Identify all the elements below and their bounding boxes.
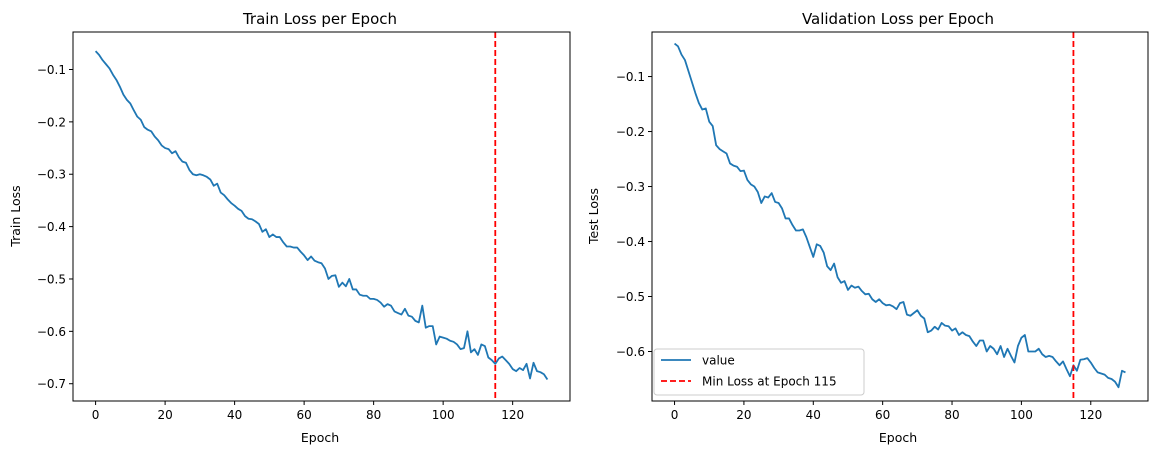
- train-loss-chart: 0 20 40 60 80 100 120 −0.7 −0.6 −0.5 −0.4 −0.3 −0.2 −…: [8, 10, 571, 445]
- y-tick-label: −0.5: [37, 272, 66, 286]
- chart-title: Train Loss per Epoch: [242, 10, 397, 28]
- y-tick-label: −0.7: [37, 377, 66, 391]
- chart-title: Validation Loss per Epoch: [802, 10, 994, 28]
- y-tick-label: −0.2: [37, 115, 66, 129]
- x-tick-label: 120: [1079, 408, 1102, 422]
- x-tick-label: 40: [806, 408, 821, 422]
- y-axis-label: Train Loss: [8, 185, 23, 247]
- x-tick-label: 80: [366, 408, 381, 422]
- plot-frame: [72, 31, 571, 402]
- x-axis-label: Epoch: [879, 430, 917, 445]
- y-axis-label: Test Loss: [586, 188, 601, 245]
- validation-loss-chart: 0 20 40 60 80 100 120−0.6−0.5−0.4−0.3−0.2−0.1 …: [586, 10, 1149, 445]
- legend-vline-label: Min Loss at Epoch 115: [702, 375, 837, 389]
- x-axis-label: Epoch: [301, 430, 339, 445]
- x-tick-label: 40: [227, 408, 242, 422]
- y-tick-label: −0.6: [616, 345, 645, 359]
- x-tick-label: 0: [92, 408, 100, 422]
- x-tick-label: 100: [1010, 408, 1033, 422]
- legend-box: [653, 348, 865, 396]
- x-tick-label: 60: [875, 408, 890, 422]
- y-tick-label: −0.6: [37, 325, 66, 339]
- y-tick-label: −0.1: [37, 63, 66, 77]
- y-tick-label: −0.3: [616, 180, 645, 194]
- x-tick-label: 0: [671, 408, 679, 422]
- plot-area: 0 20 40 60 80 100 120 −0.6 −0.5 −0.4 −0.3 −0.2 −0.1: [616, 31, 1149, 422]
- y-tick-label: −0.1: [616, 70, 645, 84]
- series-line: [94, 50, 549, 381]
- y-tick-label: −0.2: [616, 125, 645, 139]
- y-tick-label: −0.4: [37, 220, 66, 234]
- series-line: [673, 42, 1126, 389]
- x-tick-label: 20: [736, 408, 751, 422]
- legend: value Min Loss at Epoch 115: [653, 348, 865, 396]
- legend-series-label: value: [702, 354, 735, 368]
- x-tick-label: 120: [501, 408, 524, 422]
- x-tick-label: 100: [432, 408, 455, 422]
- y-tick-label: −0.3: [37, 168, 66, 182]
- x-tick-label: 80: [944, 408, 959, 422]
- y-tick-label: −0.4: [616, 235, 645, 249]
- plot-area: 0 20 40 60 80 100 120 −0.7 −0.6 −0.5 −0.4 −0.3 −0.2 −…: [37, 31, 571, 422]
- x-tick-label: 60: [296, 408, 311, 422]
- plot-frame: [651, 31, 1149, 402]
- x-tick-label: 20: [157, 408, 172, 422]
- y-tick-label: −0.5: [616, 290, 645, 304]
